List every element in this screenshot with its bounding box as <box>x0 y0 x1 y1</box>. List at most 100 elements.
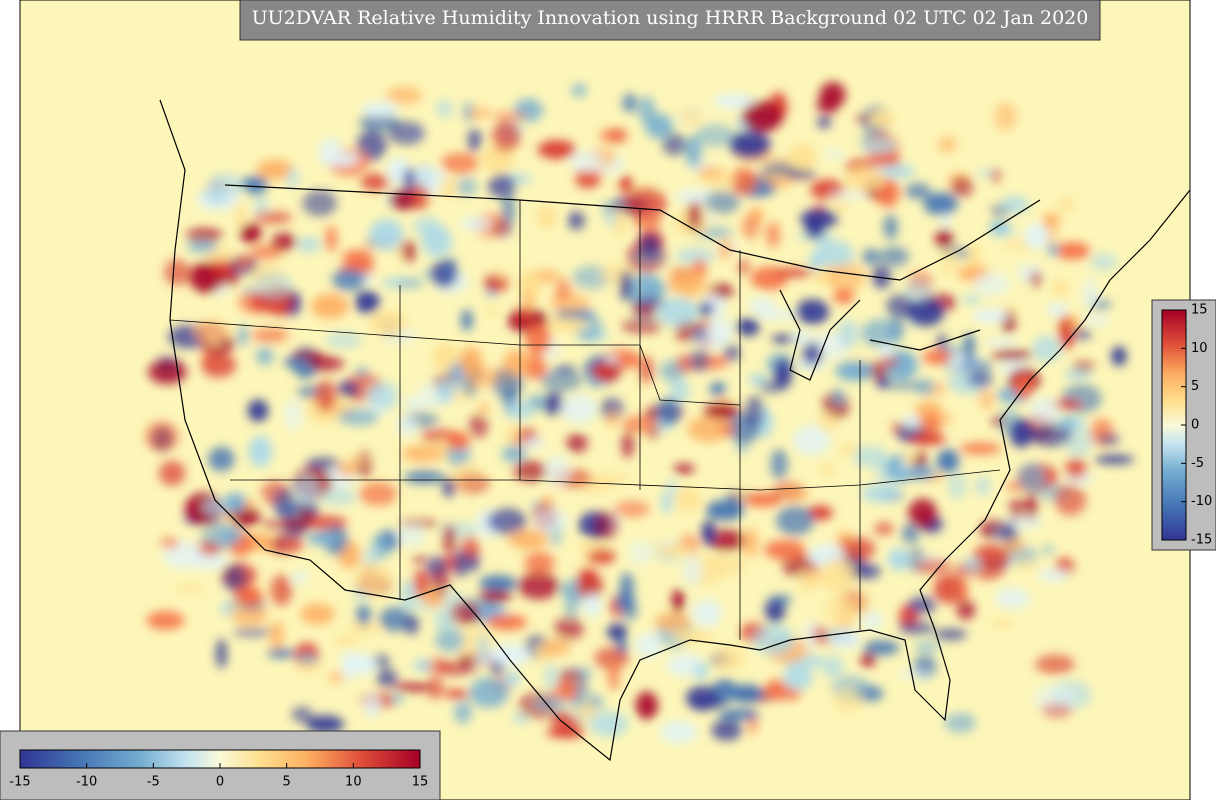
field-blob <box>260 520 293 530</box>
field-blob <box>622 93 638 113</box>
field-blob <box>404 398 424 410</box>
field-blob <box>442 477 455 498</box>
field-blob <box>293 474 319 507</box>
field-blob <box>571 83 587 98</box>
field-blob <box>236 586 264 607</box>
field-blob <box>886 294 915 319</box>
field-blob <box>174 584 206 595</box>
field-blob <box>202 497 230 517</box>
field-blob <box>862 248 881 266</box>
field-blob <box>963 332 975 363</box>
field-blob <box>908 433 946 445</box>
field-blob <box>736 318 760 337</box>
field-blob <box>694 662 709 680</box>
field-blob <box>517 572 560 600</box>
field-blob <box>582 593 602 618</box>
field-blob <box>962 557 982 572</box>
field-blob <box>898 621 935 635</box>
title-box <box>239 0 1101 41</box>
field-blob <box>146 610 185 630</box>
field-blob <box>675 487 702 513</box>
field-blob <box>756 309 798 321</box>
field-blob <box>269 620 285 651</box>
field-blob <box>319 488 357 506</box>
field-blob <box>1042 545 1054 554</box>
field-blob <box>620 598 638 621</box>
field-blob <box>939 245 959 277</box>
field-blob <box>491 121 521 153</box>
field-blob <box>537 205 557 230</box>
field-blob <box>337 380 359 397</box>
field-blob <box>1024 223 1049 250</box>
field-blob <box>1054 242 1091 260</box>
field-blob <box>849 563 882 580</box>
field-blob <box>234 254 253 270</box>
field-blob <box>486 614 528 630</box>
field-blob <box>308 355 345 372</box>
tick-label: 0 <box>1191 418 1199 433</box>
field-blob <box>256 347 274 366</box>
field-blob <box>550 717 583 727</box>
field-blob <box>401 445 443 463</box>
field-blob <box>764 540 806 560</box>
field-blob <box>256 159 294 180</box>
field-blob <box>821 655 845 679</box>
field-blob <box>876 356 900 368</box>
field-blob <box>144 421 179 452</box>
field-blob <box>194 321 235 341</box>
field-blob <box>518 270 541 301</box>
field-blob <box>922 349 952 365</box>
field-blob <box>248 435 272 468</box>
field-blob <box>386 86 423 105</box>
field-blob <box>797 568 819 594</box>
field-blob <box>345 622 383 634</box>
field-blob <box>962 294 982 304</box>
field-blob <box>546 317 589 332</box>
field-blob <box>903 450 916 469</box>
field-blob <box>621 415 660 433</box>
field-blob <box>532 508 570 533</box>
field-blob <box>907 596 937 614</box>
field-blob <box>560 394 598 424</box>
field-blob <box>460 216 492 231</box>
field-blob <box>779 485 810 503</box>
field-blob <box>442 524 457 554</box>
field-blob <box>660 720 698 744</box>
field-blob <box>453 700 472 724</box>
field-blob <box>489 643 531 666</box>
field-blob <box>363 692 381 718</box>
field-blob <box>837 319 859 349</box>
field-blob <box>816 236 830 252</box>
field-blob <box>160 537 179 549</box>
tick-label: 15 <box>1191 303 1208 318</box>
field-blob <box>879 246 909 267</box>
field-blob <box>919 415 942 436</box>
field-blob <box>440 152 479 174</box>
field-blob <box>886 381 923 391</box>
field-blob <box>430 568 450 596</box>
field-blob <box>541 639 571 657</box>
field-blob <box>247 399 269 422</box>
field-blob <box>501 445 527 462</box>
field-blob <box>204 187 231 204</box>
field-blob <box>360 173 390 191</box>
field-blob <box>555 278 571 302</box>
field-blob <box>1025 491 1038 521</box>
field-blob <box>735 442 749 454</box>
field-blob <box>342 653 377 676</box>
field-blob <box>744 492 782 507</box>
field-blob <box>745 395 764 428</box>
field-blob <box>860 611 884 630</box>
field-blob <box>693 328 707 341</box>
field-blob <box>966 242 983 268</box>
field-blob <box>492 111 528 121</box>
field-blob <box>792 424 831 456</box>
field-blob <box>222 564 247 593</box>
field-blob <box>765 679 787 701</box>
field-blob <box>208 446 235 472</box>
field-blob <box>1082 315 1110 326</box>
field-blob <box>436 379 455 404</box>
field-blob <box>937 136 957 153</box>
field-blob <box>590 474 633 485</box>
